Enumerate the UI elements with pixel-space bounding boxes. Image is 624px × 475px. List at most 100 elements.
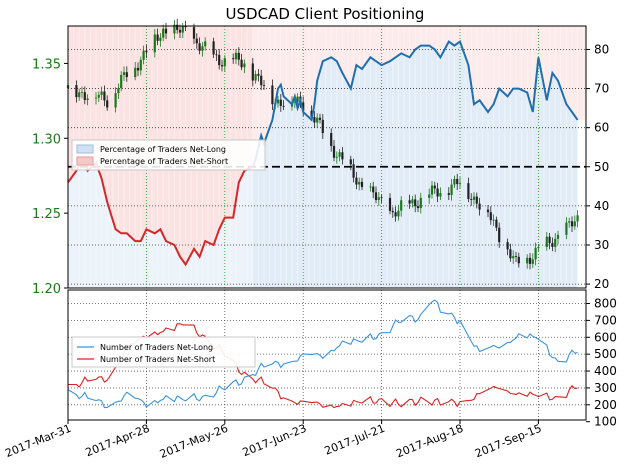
price-candle-body xyxy=(472,196,476,200)
price-candle-body xyxy=(332,145,336,158)
price-candle-body xyxy=(201,46,204,51)
price-candle-body xyxy=(570,221,574,227)
price-candle-body xyxy=(498,227,501,243)
price-candle-body xyxy=(355,177,358,185)
top-plot-frame xyxy=(67,25,587,289)
price-candle-body xyxy=(80,92,84,93)
price-candle-body xyxy=(254,74,257,81)
price-candle-body xyxy=(470,199,473,200)
price-candle-body xyxy=(430,185,434,195)
chart-title: USDCAD Client Positioning xyxy=(226,5,425,23)
left-tick-label: 1.30 xyxy=(32,132,61,147)
price-candle-body xyxy=(296,96,299,102)
price-candle-body xyxy=(534,247,537,260)
price-candle-body xyxy=(554,238,557,247)
price-candle-body xyxy=(548,236,551,244)
price-candle-body xyxy=(411,199,414,204)
price-candle-body xyxy=(565,222,568,235)
price-candle-body xyxy=(528,257,532,264)
bottom-tick-label: 600 xyxy=(594,330,617,344)
bottom-legend: Number of Traders Net-Long Number of Tra… xyxy=(71,336,256,368)
net-short-lower-fill xyxy=(68,159,253,288)
bottom-legend-box xyxy=(71,336,256,368)
price-candle-body xyxy=(391,210,394,213)
price-candle-body xyxy=(232,58,235,60)
price-candle-body xyxy=(78,92,81,98)
right-tick-label: 50 xyxy=(594,160,609,174)
price-candle-body xyxy=(122,72,126,75)
price-candle-body xyxy=(212,41,215,55)
price-candle-body xyxy=(439,193,442,197)
bottom-tick-label: 700 xyxy=(594,313,617,327)
price-candle-body xyxy=(495,219,498,228)
bottom-lines xyxy=(67,299,578,409)
price-candle-body xyxy=(237,52,240,60)
x-tick-label: 2017-Apr-28 xyxy=(84,422,152,460)
price-candle-body xyxy=(125,72,128,78)
price-candle-body xyxy=(117,88,120,94)
right-tick-label: 20 xyxy=(594,277,609,291)
price-candle-body xyxy=(218,55,221,66)
price-candle-body xyxy=(433,185,436,189)
price-candle-body xyxy=(173,24,176,34)
price-candle-body xyxy=(517,256,520,264)
price-candle-body xyxy=(492,219,495,221)
top-legend-box xyxy=(71,139,266,171)
count-long-line xyxy=(67,299,578,409)
price-candle-body xyxy=(526,257,529,264)
right-tick-label: 30 xyxy=(594,238,609,252)
bottom-tick-label: 300 xyxy=(594,381,617,395)
price-candle-body xyxy=(181,26,184,33)
net-long-lower-fill xyxy=(252,41,587,288)
price-candle-body xyxy=(234,52,238,60)
bottom-tick-label: 400 xyxy=(594,364,617,378)
net-long-upper-fill xyxy=(252,26,587,167)
price-candle-body xyxy=(139,59,142,71)
price-candle-body xyxy=(380,197,383,199)
legend-label-count-long: Number of Traders Net-Long xyxy=(100,343,213,352)
price-candle-body xyxy=(349,159,352,165)
price-candle-body xyxy=(551,243,554,247)
top-lines xyxy=(67,40,579,267)
top-legend: Percentage of Traders Net-Long Percentag… xyxy=(71,139,266,171)
count-short-line xyxy=(68,323,578,409)
price-candle-body xyxy=(419,197,422,209)
price-candle-body xyxy=(192,27,196,39)
price-candle-body xyxy=(240,59,243,68)
bottom-panel: 100 200 300 400 500 600 700 800 Number of Trade… xyxy=(67,289,617,429)
price-candle-body xyxy=(372,186,375,193)
price-candle-body xyxy=(220,65,224,67)
price-candle-body xyxy=(136,67,140,71)
price-candle-body xyxy=(458,183,462,185)
price-candle-body xyxy=(416,206,420,209)
price-candle-body xyxy=(198,43,201,51)
price-candle-body xyxy=(408,200,411,204)
net-short-line xyxy=(67,156,254,267)
price-candle-body xyxy=(153,34,156,53)
x-tick-label: 2017-Mar-31 xyxy=(3,422,73,460)
right-tick-label: 40 xyxy=(594,199,609,213)
right-tick-label: 70 xyxy=(594,82,609,96)
price-candle-body xyxy=(486,209,490,213)
price-candle-body xyxy=(514,256,518,257)
price-candle-body xyxy=(394,212,397,217)
price-candle-body xyxy=(293,101,296,103)
price-candle-body xyxy=(223,58,226,67)
price-candle-body xyxy=(388,197,392,211)
price-candle-body xyxy=(251,63,254,81)
price-candle-body xyxy=(106,100,109,108)
price-candle-body xyxy=(545,236,548,247)
x-tick-label: 2017-Sep-15 xyxy=(473,422,543,461)
price-candle-body xyxy=(103,91,106,101)
price-candle-body xyxy=(120,74,123,89)
price-candle-body xyxy=(260,75,263,86)
price-candle-body xyxy=(573,221,576,227)
top-panel: 1.20 1.25 1.30 1.35 20 30 40 50 60 70 80 Percenta… xyxy=(32,18,609,297)
legend-swatch-net-short xyxy=(76,156,94,166)
price-candle-body xyxy=(176,24,179,30)
price-candle-body xyxy=(204,41,207,47)
price-candle-body xyxy=(282,105,285,107)
bottom-tick-label: 800 xyxy=(594,297,617,311)
